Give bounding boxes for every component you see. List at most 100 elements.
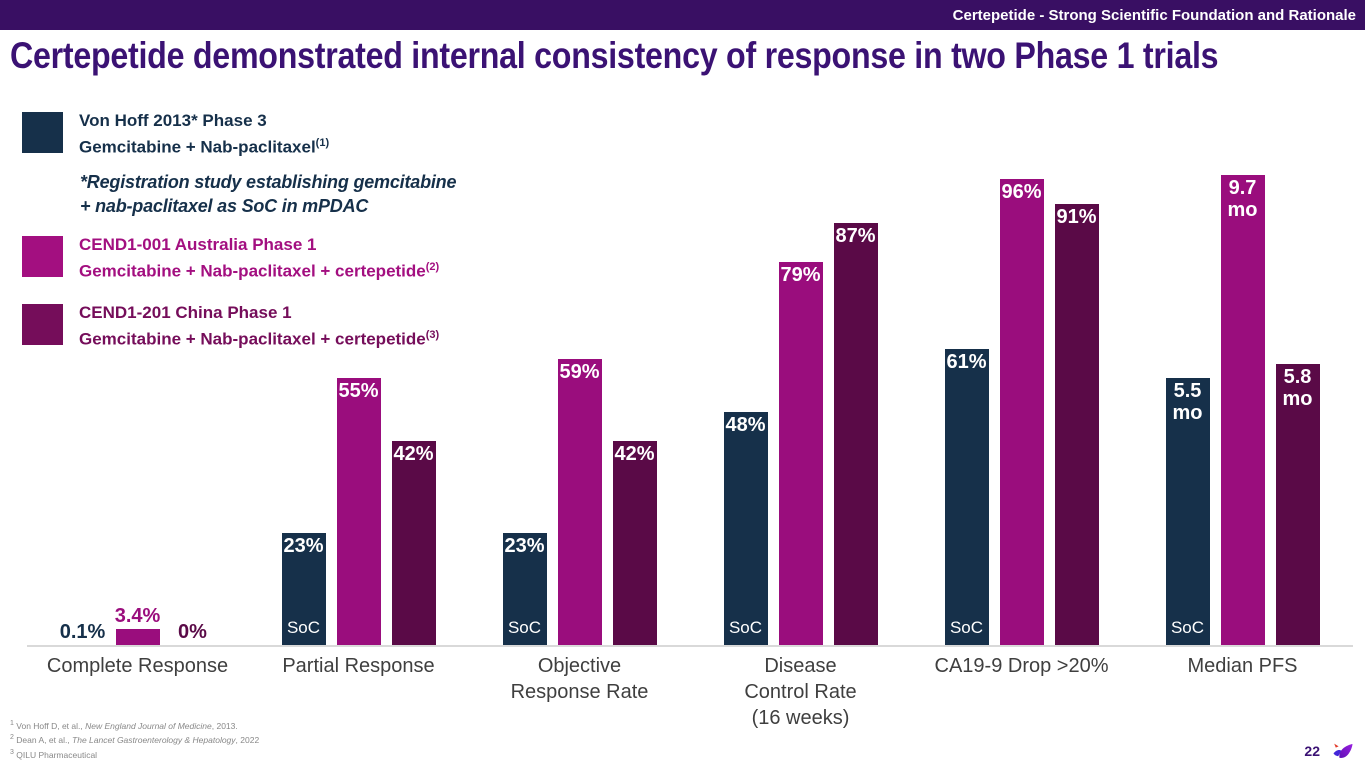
chart-group: 23% SoC 59% 42% Objective Response Rate [469,160,690,731]
bar-value-label: 23% [283,535,324,558]
legend-registration-note: *Registration study establishing gemcita… [80,172,457,216]
slide-title: Certepetide demonstrated internal consis… [10,35,1219,76]
bar-fill-cend1-201: 42% [612,441,657,645]
bar-soc-tag: SoC [286,618,321,637]
category-label: CA19-9 Drop >20% [934,655,1109,677]
bar-cend1-201: 87% [833,223,878,645]
footnote-2: 2 Dean A, et al., The Lancet Gastroenter… [10,734,260,746]
bar-cend1-201: 0% [171,622,215,645]
bar-cend1-001: 55% [336,378,381,645]
bar-value-label: 79% [780,263,821,286]
bar-fill-soc: 61% SoC [944,349,989,645]
bar-fill-cend1-001: 59% [557,358,602,645]
bar-fill-cend1-201: 42% [391,441,436,645]
legend-item-cend1-201: CEND1-201 China Phase 1 Gemcitabine + Na… [22,301,439,351]
grouped-bar-chart: 0.1% 3.4% 0% Complete Response 23% SoC 55% 42% P… [27,160,1353,731]
bar-cend1-001: 3.4% [114,604,161,645]
bar-fill-cend1-001: 55% [336,378,381,645]
bar-cend1-201: 42% [612,441,657,645]
chart-group: 0.1% 3.4% 0% Complete Response [27,160,248,731]
bar-value-label: 9.7 mo [1227,176,1258,221]
footnote-1: 1 Von Hoff D, et al., New England Journa… [10,720,238,731]
legend-trial-name: CEND1-201 China Phase 1 [79,303,292,322]
chart-group: 5.5 mo SoC 9.7 mo 5.8 mo Median PFS [1132,160,1353,731]
category-label: Partial Response [282,655,435,677]
bar-value-label: 42% [393,443,434,466]
bar-value-label: 3.4% [114,604,161,627]
bar-value-label: 0% [178,621,207,643]
bar-soc-tag: SoC [728,618,763,637]
legend-swatch-soc [22,112,63,153]
legend-regimen: Gemcitabine + Nab-paclitaxel + certepeti… [79,329,440,349]
footnotes: 1 Von Hoff D, et al., New England Journa… [10,718,259,761]
x-axis-line [27,645,1353,647]
bar-fill-cend1-201: 91% [1054,203,1099,645]
bar-value-label: 5.8 mo [1282,365,1313,410]
bar-cluster: 48% SoC 79% 87% [723,160,878,645]
bar-fill-cend1-201: 87% [833,223,878,645]
bar-value-label: 61% [946,351,987,374]
bar-value-label: 0.1% [59,620,106,643]
bar-fill-soc: 5.5 mo SoC [1165,378,1210,645]
bar-cend1-001: 59% [557,358,602,645]
bar-value-label: 55% [338,380,379,403]
bar-cluster: 61% SoC 96% 91% [944,160,1099,645]
slide-kicker-bar: Certepetide - Strong Scientific Foundati… [0,0,1365,30]
footnote-ref: (2) [425,261,440,273]
bar-soc-tag: SoC [507,618,542,637]
legend-swatch-china [22,304,63,345]
bar-soc: 23% SoC [502,533,547,645]
bar-cend1-201: 5.8 mo [1275,363,1320,645]
bar-fill-soc: 48% SoC [723,412,768,645]
bar-soc: 48% SoC [723,412,768,645]
page-number: 22 [1304,743,1320,759]
bar-cluster: 0.1% 3.4% 0% [59,160,215,645]
bar-cend1-001: 79% [778,261,823,645]
page-footer: 22 [1304,738,1355,764]
bar-fill-cend1-001: 79% [778,261,823,645]
bar-value-label: 48% [725,414,766,437]
bar-value-label: 91% [1056,205,1097,228]
bar-cend1-001: 9.7 mo [1220,174,1265,645]
bar-fill-cend1-001 [115,628,160,645]
legend-item-cend1-001: CEND1-001 Australia Phase 1 Gemcitabine … [22,233,439,283]
bar-soc-tag: SoC [1170,618,1205,637]
category-label: Disease Control Rate (16 weeks) [744,655,857,729]
legend-label-cend1-201: CEND1-201 China Phase 1 Gemcitabine + Na… [79,301,439,351]
bar-value-label: 59% [559,360,600,383]
plot-area: 0.1% 3.4% 0% Complete Response 23% SoC 55% 42% P… [27,160,1353,731]
category-label: Objective Response Rate [510,655,649,703]
bar-value-label: 42% [614,443,655,466]
bar-fill-soc: 23% SoC [502,533,547,645]
bar-soc: 23% SoC [281,533,326,645]
legend-item-von-hoff: Von Hoff 2013* Phase 3 Gemcitabine + Nab… [22,111,330,159]
footnote-ref: (1) [315,137,330,149]
category-label: Complete Response [46,655,229,677]
chart-group: 61% SoC 96% 91% CA19-9 Drop >20% [911,160,1132,731]
hummingbird-logo-icon [1333,743,1353,758]
legend-label-cend1-001: CEND1-001 Australia Phase 1 Gemcitabine … [79,233,439,283]
legend-trial-name: Von Hoff 2013* Phase 3 [79,111,267,130]
legend-regimen: Gemcitabine + Nab-paclitaxel(1) [79,137,330,157]
slide-kicker-text: Certepetide - Strong Scientific Foundati… [952,6,1356,24]
bar-value-label: 96% [1001,181,1042,204]
bar-fill-soc: 23% SoC [281,533,326,645]
bar-cend1-201: 91% [1054,203,1099,645]
chart-group: 48% SoC 79% 87% Disease Control Rate (16 wee… [690,160,911,731]
bar-fill-cend1-201: 5.8 mo [1275,363,1320,645]
bar-cluster: 23% SoC 59% 42% [502,160,657,645]
legend-trial-name: CEND1-001 Australia Phase 1 [79,235,317,254]
bar-cend1-001: 96% [999,179,1044,645]
bar-value-label: 5.5 mo [1172,380,1203,425]
chart-group: 23% SoC 55% 42% Partial Response [248,160,469,731]
bar-cluster: 23% SoC 55% 42% [281,160,436,645]
footnote-3: 3 QILU Pharmaceutical [10,748,98,760]
bar-fill-cend1-001: 9.7 mo [1220,174,1265,645]
legend-regimen: Gemcitabine + Nab-paclitaxel + certepeti… [79,261,440,281]
bar-soc: 61% SoC [944,349,989,645]
bar-soc: 0.1% [59,620,106,645]
category-label: Median PFS [1187,655,1298,677]
bar-cend1-201: 42% [391,441,436,645]
bar-value-label: 87% [835,225,876,248]
